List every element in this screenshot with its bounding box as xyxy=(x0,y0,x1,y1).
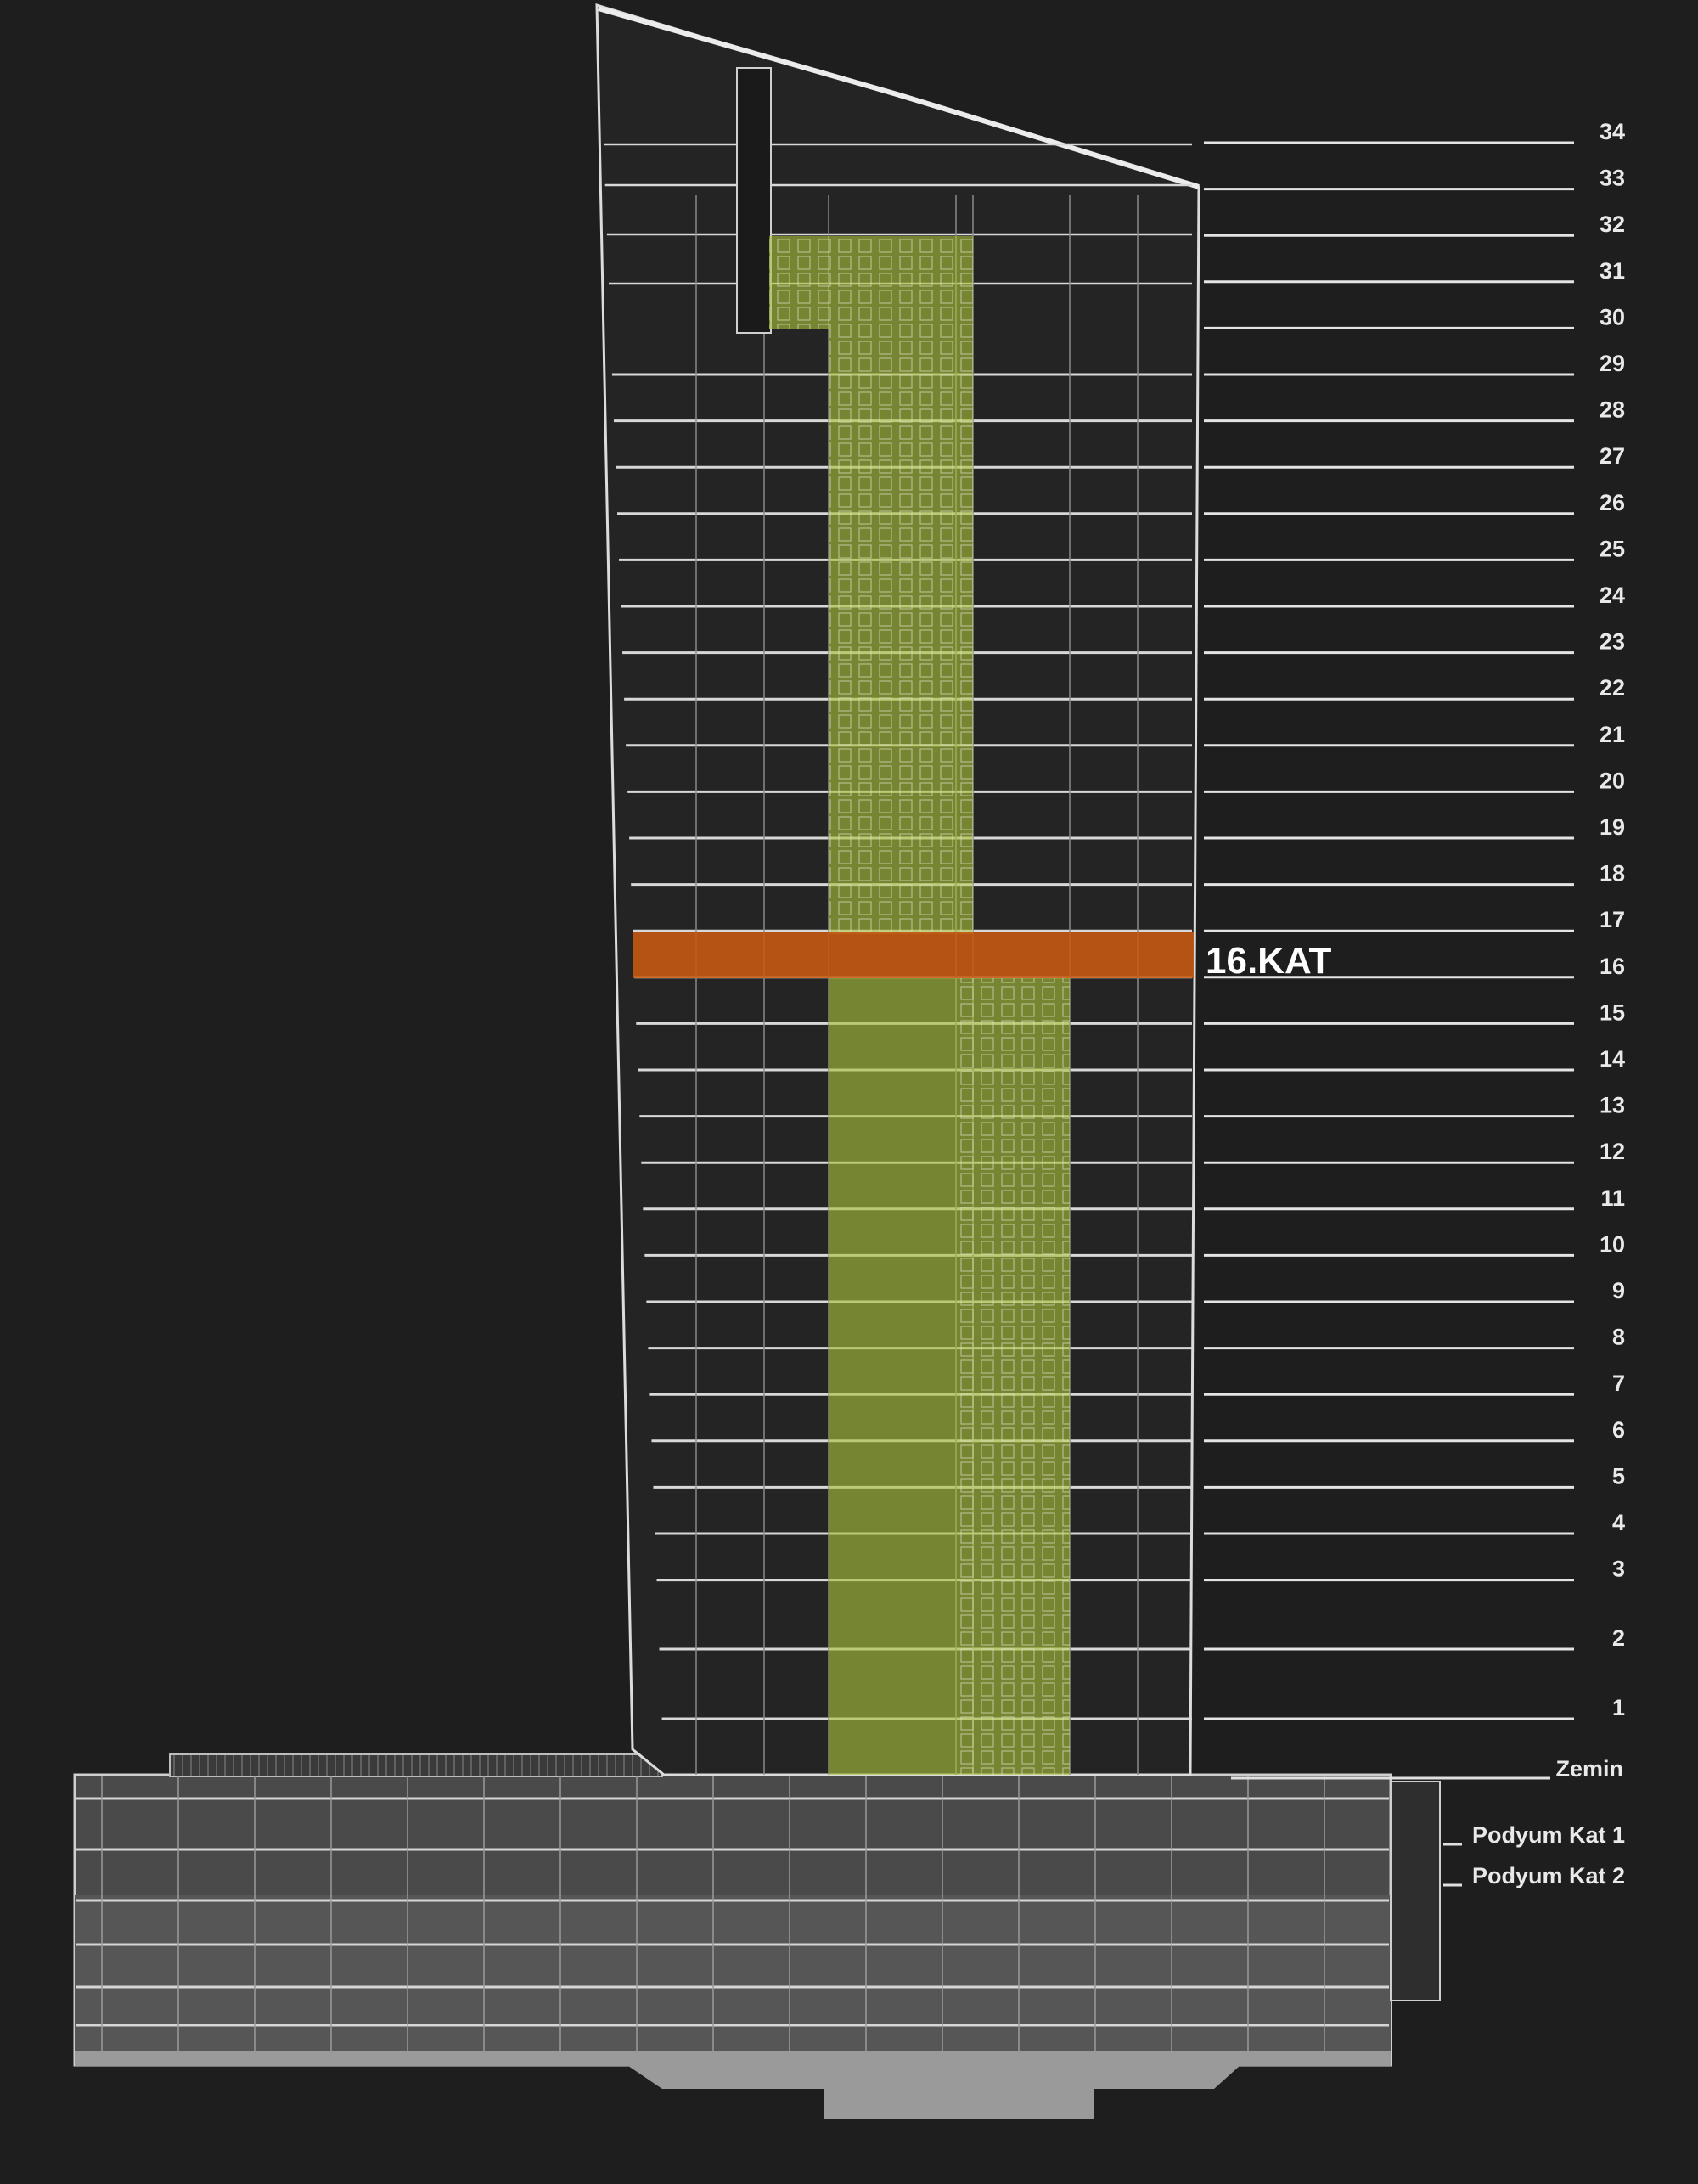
floor-22-label: 22 xyxy=(1600,675,1625,701)
floor-label-column: 3433323130292827262524232221201918171615… xyxy=(1204,119,1625,1720)
floor-30-label: 30 xyxy=(1600,304,1625,329)
floor-17-label: 17 xyxy=(1600,907,1625,932)
floor-25-label: 25 xyxy=(1600,536,1625,561)
floor-21-label: 21 xyxy=(1600,722,1625,747)
floor-20-label: 20 xyxy=(1600,768,1625,793)
elevator-core xyxy=(769,236,1070,1775)
podium-labels: Podyum Kat 1 Podyum Kat 2 xyxy=(1443,1822,1625,1888)
floor-31-label: 31 xyxy=(1600,258,1625,284)
floor-11-label: 11 xyxy=(1600,1185,1625,1211)
floor-4-label: 4 xyxy=(1612,1510,1625,1535)
floor-5-label: 5 xyxy=(1612,1463,1625,1489)
floor-7-label: 7 xyxy=(1612,1371,1625,1396)
podium-floor-2-label: Podyum Kat 2 xyxy=(1472,1863,1625,1888)
floor-26-label: 26 xyxy=(1600,490,1625,515)
floor-1-label: 1 xyxy=(1612,1695,1625,1720)
floor-15-label: 15 xyxy=(1600,999,1625,1025)
ground-floor-label: Zemin xyxy=(1555,1756,1623,1782)
floor-3-label: 3 xyxy=(1612,1556,1625,1582)
floor-10-label: 10 xyxy=(1600,1231,1625,1257)
floor-8-label: 8 xyxy=(1612,1325,1625,1350)
floor-23-label: 23 xyxy=(1600,629,1625,655)
floor-28-label: 28 xyxy=(1600,397,1625,423)
floor-12-label: 12 xyxy=(1600,1139,1625,1164)
floor-2-label: 2 xyxy=(1612,1625,1625,1651)
floor-33-label: 33 xyxy=(1600,166,1625,191)
floor-18-label: 18 xyxy=(1600,861,1625,887)
highlighted-floor-label: 16.KAT xyxy=(1206,940,1331,982)
floor-29-label: 29 xyxy=(1600,351,1625,376)
floor-34-label: 34 xyxy=(1600,119,1625,144)
floor-6-label: 6 xyxy=(1612,1417,1625,1443)
highlighted-floor-band: 16.KAT xyxy=(633,932,1331,982)
ground-label-group: Zemin xyxy=(1231,1756,1623,1782)
floor-24-label: 24 xyxy=(1600,583,1625,608)
floor-13-label: 13 xyxy=(1600,1093,1625,1118)
floor-19-label: 19 xyxy=(1600,814,1625,840)
floor-16-label: 16 xyxy=(1600,954,1625,979)
floor-32-label: 32 xyxy=(1600,211,1625,237)
podium-floor-1-label: Podyum Kat 1 xyxy=(1472,1822,1625,1848)
floor-27-label: 27 xyxy=(1600,443,1625,469)
floor-9-label: 9 xyxy=(1612,1278,1625,1303)
podium-base xyxy=(73,1753,1441,2119)
floor-14-label: 14 xyxy=(1600,1046,1625,1072)
